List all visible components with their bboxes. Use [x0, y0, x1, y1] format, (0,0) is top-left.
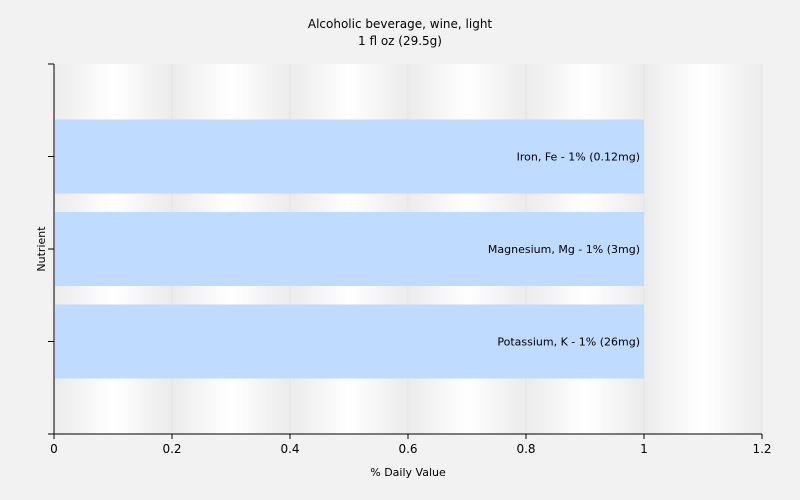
x-tick-label: 1.2: [752, 442, 771, 456]
x-tick-label: 1: [640, 442, 648, 456]
bars: Iron, Fe - 1% (0.12mg) Magnesium, Mg - 1%…: [55, 119, 644, 379]
x-axis-label: % Daily Value: [370, 466, 446, 479]
x-tick-label: 0.2: [162, 442, 181, 456]
bar-label: Potassium, K - 1% (26mg): [497, 336, 640, 349]
bar: [55, 304, 644, 379]
bar-label: Iron, Fe - 1% (0.12mg): [517, 151, 640, 164]
y-axis-label: Nutrient: [35, 226, 48, 272]
x-tick-label: 0: [50, 442, 58, 456]
plot-band: [644, 64, 762, 434]
bar-label: Magnesium, Mg - 1% (3mg): [488, 243, 640, 256]
chart-title: Alcoholic beverage, wine, light: [308, 17, 493, 31]
x-tick-label: 0.4: [280, 442, 299, 456]
bar: [55, 212, 644, 286]
bar: [55, 119, 644, 194]
x-tick-label: 0.8: [516, 442, 535, 456]
chart-subtitle: 1 fl oz (29.5g): [358, 34, 442, 48]
x-axis-ticks: 0 0.2 0.4 0.6 0.8 1 1.2: [50, 434, 772, 456]
x-tick-label: 0.6: [398, 442, 417, 456]
